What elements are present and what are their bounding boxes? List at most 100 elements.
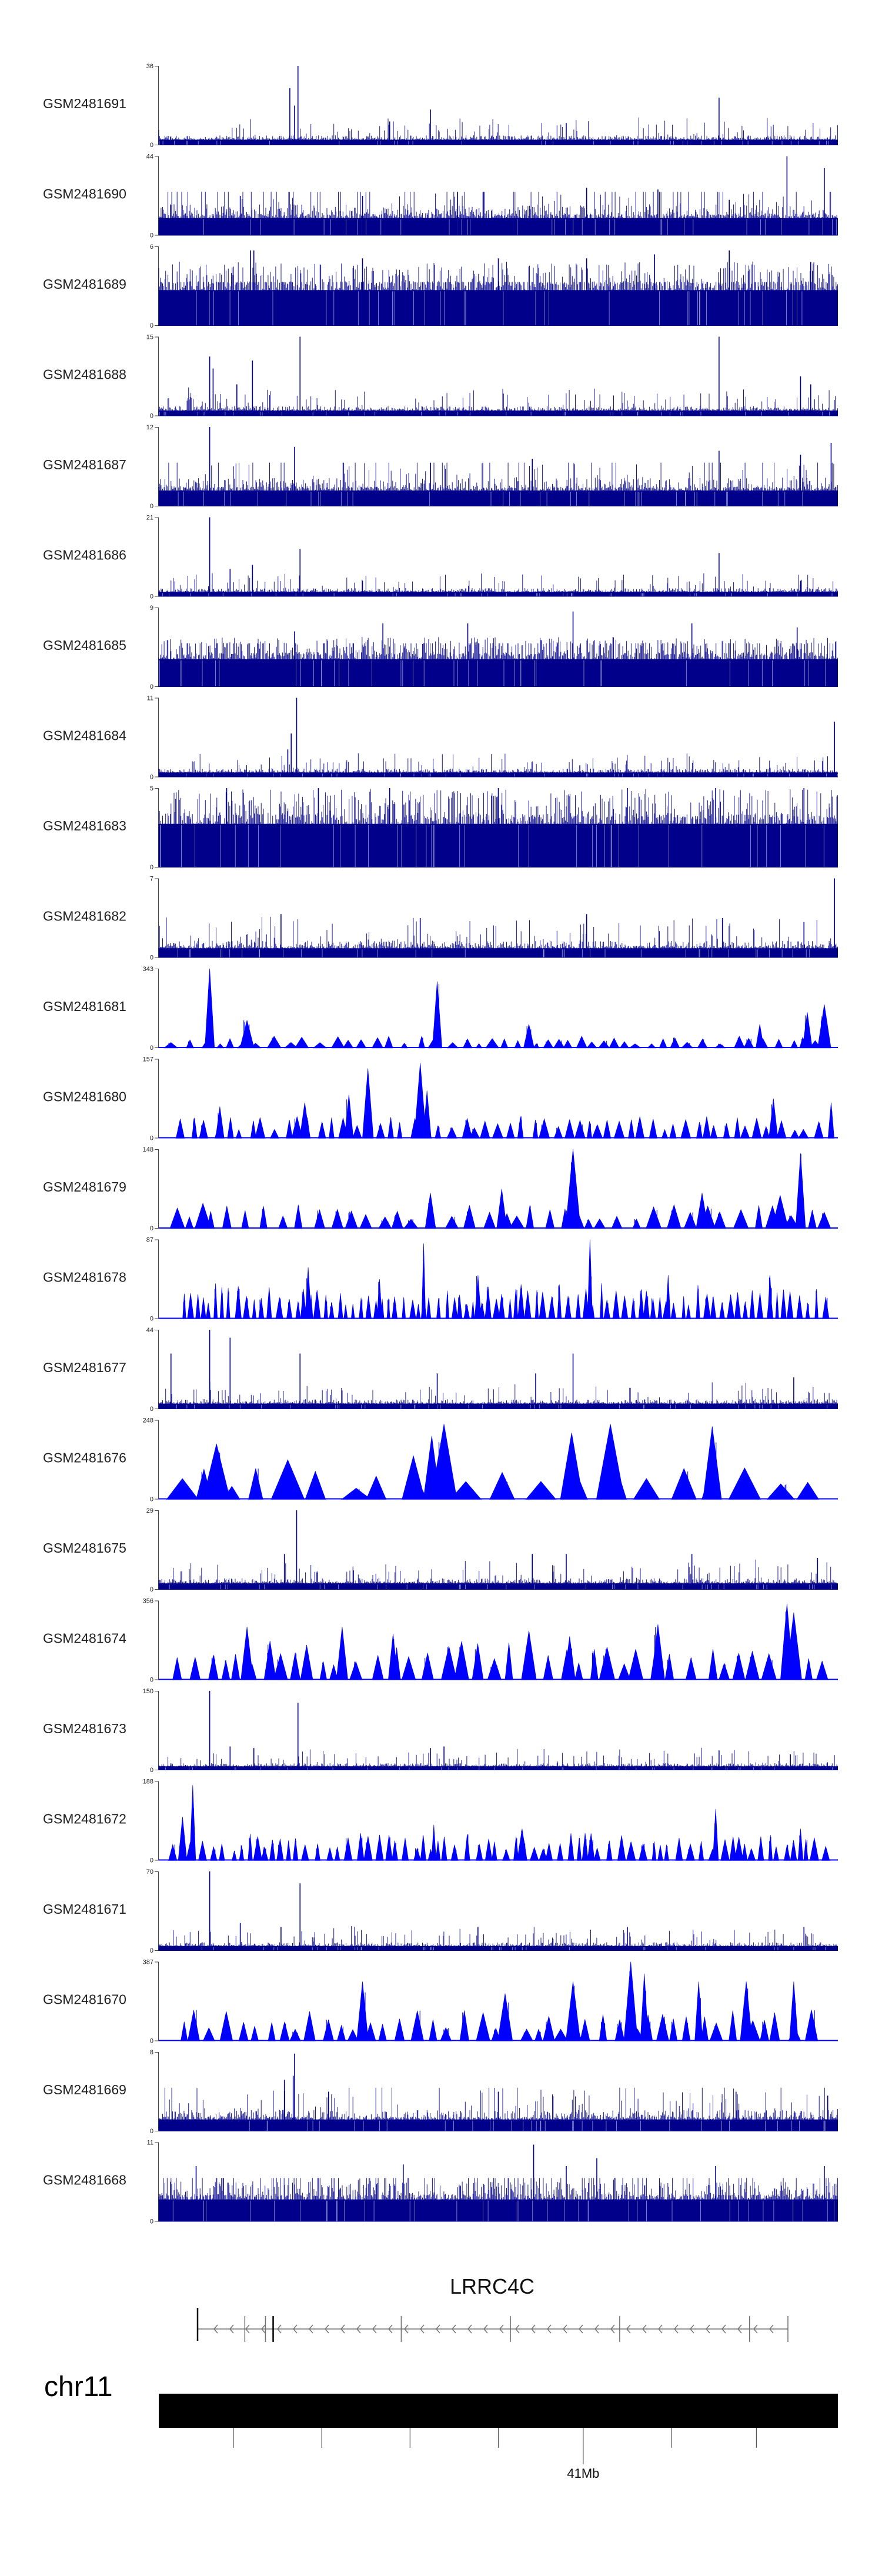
coverage-gaps xyxy=(172,2200,834,2221)
track-sample-label: GSM2481674 xyxy=(43,1631,126,1646)
y-axis-min-label: 0 xyxy=(150,683,153,690)
track: GSM2481678 87 0 xyxy=(43,1237,838,1323)
coverage-bars xyxy=(158,637,838,687)
track: GSM2481674 356 0 xyxy=(43,1598,838,1684)
y-axis-max-label: 12 xyxy=(146,424,153,431)
coverage-spikes xyxy=(166,1424,820,1500)
track: GSM2481680 157 0 xyxy=(43,1056,838,1142)
y-axis-max-label: 15 xyxy=(146,334,153,341)
track-sample-label: GSM2481687 xyxy=(43,457,126,472)
y-axis-max-label: 44 xyxy=(146,1327,153,1334)
coverage-lines xyxy=(183,1250,828,1319)
y-axis-max-label: 343 xyxy=(143,966,153,973)
track-sample-label: GSM2481675 xyxy=(43,1540,126,1556)
y-axis-max-label: 8 xyxy=(150,2049,153,2056)
y-axis-max-label: 157 xyxy=(143,1056,153,1063)
y-axis-max-label: 7 xyxy=(150,876,153,883)
track-sample-label: GSM2481680 xyxy=(43,1089,126,1105)
coverage-gaps xyxy=(186,773,838,777)
track-sample-label: GSM2481669 xyxy=(43,2082,126,2097)
y-axis-min-label: 0 xyxy=(150,1135,153,1142)
coverage-lines xyxy=(173,1808,826,1861)
y-axis-min-label: 0 xyxy=(150,413,153,420)
chromosome-track: chr11 41Mb xyxy=(44,2371,838,2481)
coverage-gaps xyxy=(159,660,826,686)
y-axis-min-label: 0 xyxy=(150,2038,153,2045)
coverage-spikes xyxy=(182,1239,830,1319)
coverage-bars xyxy=(158,1747,838,1770)
y-axis-min-label: 0 xyxy=(150,2128,153,2135)
track-sample-label: GSM2481668 xyxy=(43,2173,126,2188)
coverage-tracks: GSM2481691360GSM2481690440GSM248168960GS… xyxy=(43,63,838,2225)
coverage-gaps xyxy=(178,492,803,506)
y-axis-max-label: 29 xyxy=(146,1507,153,1514)
track: GSM2481682 7 0 xyxy=(43,876,838,962)
coverage-bars xyxy=(158,573,838,597)
y-axis-min-label: 0 xyxy=(150,1225,153,1232)
y-axis-min-label: 0 xyxy=(150,1316,153,1323)
track: GSM2481688 15 0 xyxy=(43,334,838,420)
track-sample-label: GSM2481689 xyxy=(43,276,126,292)
track-sample-label: GSM2481677 xyxy=(43,1360,126,1375)
track: GSM2481670 387 0 xyxy=(43,1959,838,2045)
track-sample-label: GSM2481681 xyxy=(43,999,126,1014)
track-sample-label: GSM2481688 xyxy=(43,367,126,382)
coverage-bars xyxy=(158,916,838,958)
track: GSM2481684 11 0 xyxy=(43,695,838,781)
coverage-lines xyxy=(185,1971,815,2041)
track-sample-label: GSM2481683 xyxy=(43,818,126,833)
y-axis-min-label: 0 xyxy=(150,1045,153,1052)
track-sample-label: GSM2481690 xyxy=(43,186,126,202)
track: GSM2481677 44 0 xyxy=(43,1327,838,1413)
coverage-gaps xyxy=(249,2120,826,2131)
track: GSM2481672 188 0 xyxy=(43,1778,838,1864)
strand-arrows xyxy=(213,2324,774,2334)
track: GSM2481687 12 0 xyxy=(43,424,838,510)
y-axis-max-label: 9 xyxy=(150,605,153,612)
coverage-bars xyxy=(158,2178,838,2222)
coverage-lines xyxy=(176,1154,823,1229)
track-sample-label: GSM2481673 xyxy=(43,1721,126,1736)
coverage-bars xyxy=(158,1559,838,1590)
track: GSM2481685 9 0 xyxy=(43,605,838,690)
track-sample-label: GSM2481672 xyxy=(43,1811,126,1827)
coverage-gaps xyxy=(162,593,833,596)
coverage-spikes xyxy=(168,1785,830,1861)
y-axis-min-label: 0 xyxy=(150,774,153,781)
track-sample-label: GSM2481686 xyxy=(43,548,126,563)
coverage-bars xyxy=(158,117,838,145)
y-axis-max-label: 150 xyxy=(143,1688,153,1695)
y-axis-min-label: 0 xyxy=(150,1677,153,1684)
track-sample-label: GSM2481682 xyxy=(43,909,126,924)
track-sample-label: GSM2481691 xyxy=(43,96,126,111)
track: GSM2481686 21 0 xyxy=(43,515,838,600)
coverage-bars xyxy=(158,753,838,778)
coverage-gaps xyxy=(159,141,829,145)
track: GSM2481671 70 0 xyxy=(43,1868,838,1954)
y-axis-max-label: 387 xyxy=(143,1959,153,1966)
coverage-lines xyxy=(180,1094,833,1139)
coverage-gaps xyxy=(202,1947,826,1950)
coverage-spikes xyxy=(163,968,831,1049)
y-axis-min-label: 0 xyxy=(150,1857,153,1864)
track: GSM2481689 6 0 xyxy=(43,243,838,329)
y-axis-min-label: 0 xyxy=(150,864,153,871)
coverage-gaps xyxy=(196,291,803,325)
y-axis-min-label: 0 xyxy=(150,503,153,510)
coverage-bars xyxy=(158,387,838,416)
track-sample-label: GSM2481676 xyxy=(43,1450,126,1466)
track: GSM2481668 11 0 xyxy=(43,2140,838,2225)
track-sample-label: GSM2481671 xyxy=(43,1901,126,1917)
coverage-bars xyxy=(158,2087,838,2131)
y-axis-max-label: 5 xyxy=(150,785,153,792)
coverage-lines xyxy=(185,1434,814,1500)
y-axis-max-label: 148 xyxy=(143,1146,153,1153)
y-axis-min-label: 0 xyxy=(150,955,153,962)
coverage-lines xyxy=(177,1611,822,1680)
track-sample-label: GSM2481678 xyxy=(43,1270,126,1285)
track: GSM2481673 150 0 xyxy=(43,1688,838,1774)
y-axis-min-label: 0 xyxy=(150,1586,153,1593)
track: GSM2481676 248 0 xyxy=(43,1417,838,1503)
coverage-gaps xyxy=(160,825,824,867)
